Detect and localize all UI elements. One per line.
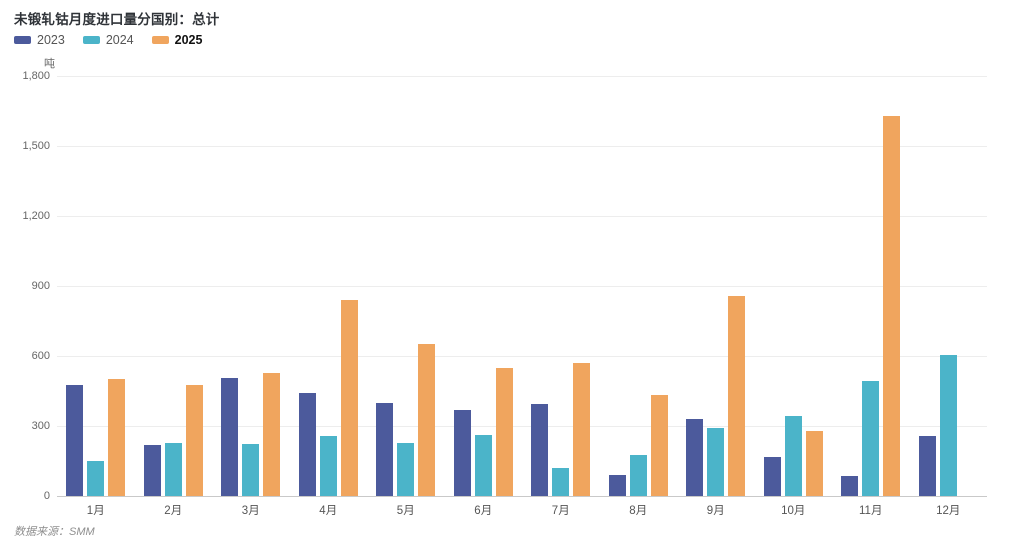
bar-group-8月 bbox=[600, 76, 678, 496]
bar-2023-4月[interactable] bbox=[298, 393, 316, 496]
bar-2024-1月[interactable] bbox=[87, 461, 105, 496]
gridline-900 bbox=[57, 286, 987, 287]
bar-2025-4月[interactable] bbox=[340, 300, 358, 496]
bar-2024-4月[interactable] bbox=[319, 436, 337, 496]
bar-2024-7月[interactable] bbox=[552, 468, 570, 496]
legend: 2023 2024 2025 bbox=[14, 33, 220, 47]
bar-group-11月 bbox=[832, 76, 910, 496]
bar-2024-12月[interactable] bbox=[939, 355, 957, 496]
x-axis-label-1月: 1月 bbox=[86, 505, 105, 517]
bar-group-4月 bbox=[290, 76, 368, 496]
legend-label-2024: 2024 bbox=[105, 33, 134, 47]
y-axis-tick-label-0: 0 bbox=[43, 490, 50, 502]
bar-2023-8月[interactable] bbox=[608, 475, 626, 496]
x-axis-label-3月: 3月 bbox=[241, 505, 260, 517]
bar-2025-1月[interactable] bbox=[108, 379, 126, 496]
legend-label-2023: 2023 bbox=[37, 33, 65, 47]
bar-2023-10月[interactable] bbox=[763, 457, 781, 496]
bar-2023-6月[interactable] bbox=[453, 410, 471, 496]
x-axis-label-8月: 8月 bbox=[629, 505, 648, 517]
gridline-300 bbox=[57, 426, 987, 427]
gridline-1800 bbox=[57, 76, 987, 77]
bar-2025-8月[interactable] bbox=[650, 395, 668, 496]
x-axis-label-11月: 11月 bbox=[859, 505, 883, 517]
y-axis-tick-label-900: 900 bbox=[31, 280, 50, 292]
x-axis-label-7月: 7月 bbox=[551, 505, 570, 517]
bar-2023-7月[interactable] bbox=[531, 404, 549, 496]
bar-2025-6月[interactable] bbox=[495, 368, 513, 496]
legend-item-2023[interactable]: 2023 bbox=[14, 33, 65, 47]
bar-group-1月 bbox=[57, 76, 135, 496]
bar-2023-1月[interactable] bbox=[66, 385, 84, 496]
legend-item-2025[interactable]: 2025 bbox=[151, 33, 203, 47]
bar-group-9月 bbox=[677, 76, 755, 496]
bar-2025-7月[interactable] bbox=[573, 363, 591, 496]
legend-item-2024[interactable]: 2024 bbox=[82, 33, 134, 47]
bar-2025-9月[interactable] bbox=[728, 296, 746, 496]
y-axis-tick-label-300: 300 bbox=[31, 420, 50, 432]
bar-2025-5月[interactable] bbox=[418, 344, 436, 496]
bar-2025-11月[interactable] bbox=[883, 116, 901, 496]
bar-group-2月 bbox=[135, 76, 213, 496]
x-axis-label-12月: 12月 bbox=[936, 505, 961, 517]
x-axis-labels: 1月 2月 3月 4月 5月 6月 7月 8月 9月 10月 11月 12月 bbox=[57, 502, 987, 518]
x-axis-label-2月: 2月 bbox=[164, 505, 183, 517]
bar-2024-3月[interactable] bbox=[242, 444, 260, 496]
y-axis-tick-label-1800: 1,800 bbox=[22, 70, 50, 82]
x-axis-label-4月: 4月 bbox=[319, 505, 338, 517]
bar-2023-9月[interactable] bbox=[686, 419, 704, 496]
gridline-600 bbox=[57, 356, 987, 357]
bar-2024-8月[interactable] bbox=[629, 455, 647, 496]
bar-2023-3月[interactable] bbox=[221, 378, 239, 496]
bar-2024-11月[interactable] bbox=[862, 381, 880, 496]
bar-2023-2月[interactable] bbox=[143, 445, 161, 496]
x-axis-label-9月: 9月 bbox=[706, 505, 725, 517]
legend-swatch-2023 bbox=[14, 36, 31, 44]
bar-groups bbox=[57, 76, 987, 496]
data-source: 数据来源：SMM bbox=[14, 526, 95, 538]
bar-2025-2月[interactable] bbox=[185, 385, 203, 496]
bar-2023-5月[interactable] bbox=[376, 403, 394, 496]
bar-group-10月 bbox=[755, 76, 833, 496]
bar-2024-2月[interactable] bbox=[164, 443, 182, 496]
bar-group-5月 bbox=[367, 76, 445, 496]
gridline-1500 bbox=[57, 146, 987, 147]
bar-2024-6月[interactable] bbox=[474, 435, 492, 496]
plot-area bbox=[57, 76, 987, 497]
bar-2024-5月[interactable] bbox=[397, 443, 415, 496]
bar-2023-12月[interactable] bbox=[918, 436, 936, 496]
bar-group-7月 bbox=[522, 76, 600, 496]
x-axis-label-5月: 5月 bbox=[396, 505, 415, 517]
gridline-1200 bbox=[57, 216, 987, 217]
x-axis-label-10月: 10月 bbox=[781, 505, 806, 517]
bar-2024-10月[interactable] bbox=[784, 416, 802, 496]
bar-2023-11月[interactable] bbox=[841, 476, 859, 496]
legend-swatch-2024 bbox=[82, 36, 100, 44]
bar-group-3月 bbox=[212, 76, 290, 496]
bar-group-12月 bbox=[910, 76, 988, 496]
x-axis-label-6月: 6月 bbox=[474, 505, 493, 517]
legend-swatch-2025 bbox=[151, 36, 169, 44]
bar-2025-3月[interactable] bbox=[263, 373, 281, 496]
chart-title: 未锻轧钴月度进口量分国别：总计 bbox=[14, 12, 220, 27]
y-axis-tick-label-600: 600 bbox=[31, 350, 50, 362]
bar-group-6月 bbox=[445, 76, 523, 496]
y-axis-unit-label: 吨 bbox=[44, 58, 55, 70]
bar-2024-9月[interactable] bbox=[707, 428, 725, 496]
legend-label-2025: 2025 bbox=[174, 33, 203, 47]
bar-2025-10月[interactable] bbox=[805, 431, 823, 496]
y-axis-tick-label-1500: 1,500 bbox=[22, 140, 50, 152]
y-axis-tick-label-1200: 1,200 bbox=[22, 210, 50, 222]
